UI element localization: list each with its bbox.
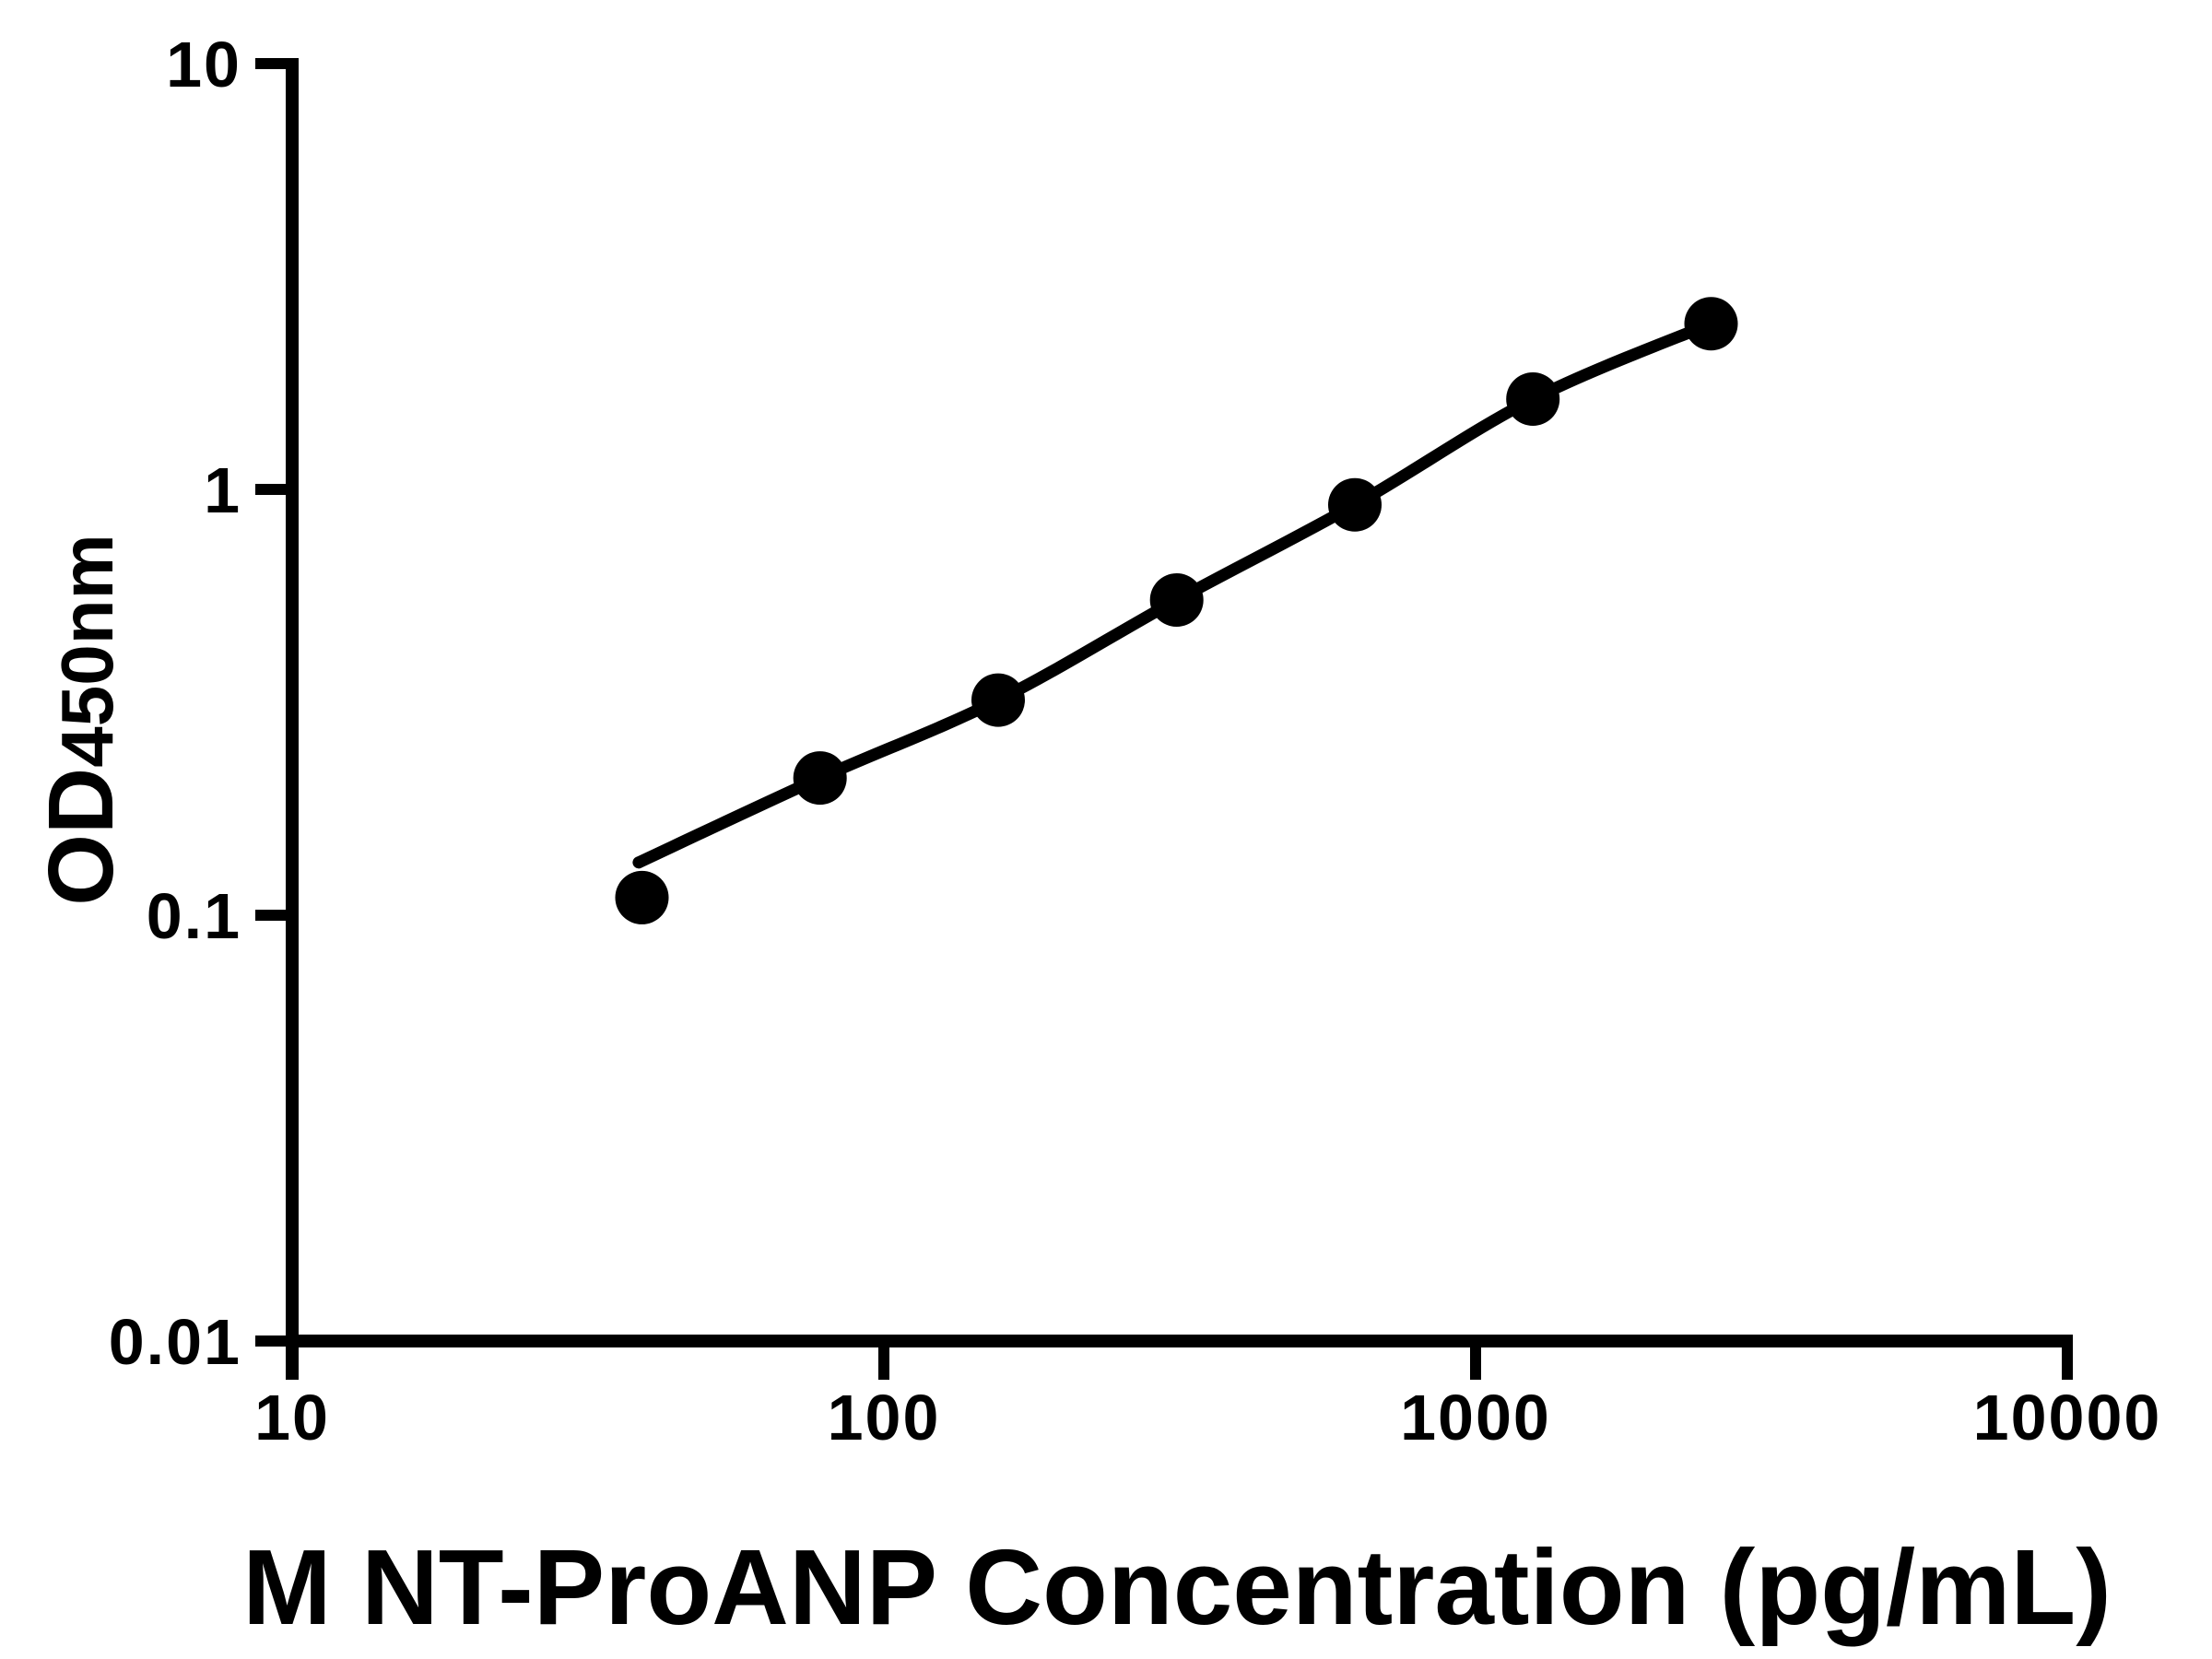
y-tick-label: 10 bbox=[166, 29, 241, 100]
data-point bbox=[1506, 372, 1560, 426]
series-layer bbox=[615, 297, 1738, 924]
x-tick-label: 10 bbox=[254, 1382, 330, 1453]
y-tick-label: 0.1 bbox=[147, 880, 241, 952]
y-tick-label: 1 bbox=[204, 454, 241, 526]
x-tick-label: 10000 bbox=[1973, 1382, 2162, 1453]
y-axis-title-main: OD bbox=[29, 768, 133, 906]
data-point bbox=[1328, 477, 1382, 532]
data-point bbox=[971, 673, 1025, 727]
data-point bbox=[615, 870, 669, 924]
data-point bbox=[1149, 573, 1204, 627]
y-axis-title-sub: 450nm bbox=[46, 534, 128, 767]
y-tick-label: 0.01 bbox=[109, 1306, 241, 1378]
data-point bbox=[793, 751, 847, 806]
data-point bbox=[1684, 297, 1738, 351]
x-tick-label: 100 bbox=[828, 1382, 941, 1453]
x-tick-label: 1000 bbox=[1400, 1382, 1551, 1453]
x-axis-title: M NT-ProANP Concentration (pg/mL) bbox=[242, 1527, 2112, 1647]
y-axis-title: OD450nm bbox=[29, 534, 133, 905]
